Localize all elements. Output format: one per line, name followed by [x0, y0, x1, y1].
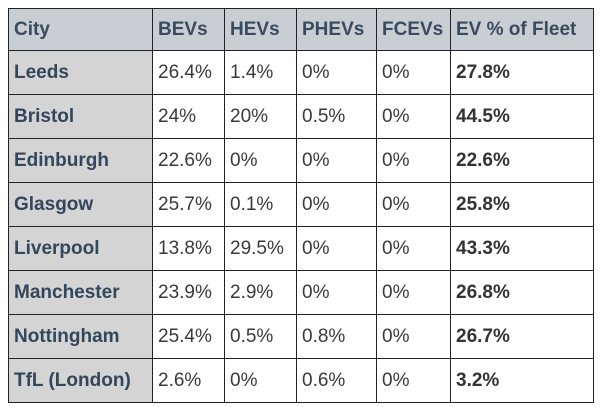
header-cell: BEVs: [152, 8, 225, 51]
data-cell: 1.4%: [224, 50, 297, 95]
data-cell: 0.5%: [296, 94, 377, 139]
data-cell: 13.8%: [152, 226, 225, 271]
data-cell: 0%: [376, 270, 451, 315]
data-cell: 0.1%: [224, 182, 297, 227]
city-cell: Leeds: [8, 50, 153, 95]
city-cell: Nottingham: [8, 314, 153, 359]
data-cell: 23.9%: [152, 270, 225, 315]
table-row: Nottingham 25.4% 0.5% 0.8% 0% 26.7%: [8, 314, 594, 359]
data-cell: 0%: [296, 270, 377, 315]
data-cell: 0%: [296, 226, 377, 271]
data-cell: 24%: [152, 94, 225, 139]
data-cell: 29.5%: [224, 226, 297, 271]
header-cell: PHEVs: [296, 8, 377, 51]
data-cell: 0.8%: [296, 314, 377, 359]
header-cell: FCEVs: [376, 8, 451, 51]
data-cell: 0%: [376, 94, 451, 139]
data-cell: 44.5%: [450, 94, 594, 139]
table-row: Edinburgh 22.6% 0% 0% 0% 22.6%: [8, 138, 594, 183]
table-row: Glasgow 25.7% 0.1% 0% 0% 25.8%: [8, 182, 594, 227]
city-cell: Bristol: [8, 94, 153, 139]
data-cell: 2.6%: [152, 358, 225, 403]
data-cell: 0%: [376, 138, 451, 183]
data-cell: 26.8%: [450, 270, 594, 315]
city-cell: Edinburgh: [8, 138, 153, 183]
data-cell: 0%: [376, 226, 451, 271]
data-cell: 22.6%: [450, 138, 594, 183]
data-cell: 0.5%: [224, 314, 297, 359]
table-row: Leeds 26.4% 1.4% 0% 0% 27.8%: [8, 50, 594, 95]
data-cell: 0%: [296, 138, 377, 183]
data-cell: 0%: [296, 182, 377, 227]
table-row: Liverpool 13.8% 29.5% 0% 0% 43.3%: [8, 226, 594, 271]
data-cell: 0%: [376, 182, 451, 227]
data-cell: 2.9%: [224, 270, 297, 315]
data-cell: 25.7%: [152, 182, 225, 227]
data-cell: 26.4%: [152, 50, 225, 95]
city-cell: Manchester: [8, 270, 153, 315]
city-cell: TfL (London): [8, 358, 153, 403]
data-cell: 0%: [376, 358, 451, 403]
data-cell: 25.4%: [152, 314, 225, 359]
data-cell: 0%: [296, 50, 377, 95]
ev-table: City BEVs HEVs PHEVs FCEVs EV % of Fleet Leed…: [8, 8, 594, 403]
header-cell: City: [8, 8, 153, 51]
header-cell: HEVs: [224, 8, 297, 51]
data-cell: 27.8%: [450, 50, 594, 95]
table-row: Manchester 23.9% 2.9% 0% 0% 26.8%: [8, 270, 594, 315]
data-cell: 3.2%: [450, 358, 594, 403]
data-cell: 43.3%: [450, 226, 594, 271]
data-cell: 20%: [224, 94, 297, 139]
data-cell: 0%: [224, 358, 297, 403]
data-cell: 0%: [224, 138, 297, 183]
data-cell: 0.6%: [296, 358, 377, 403]
data-cell: 25.8%: [450, 182, 594, 227]
data-cell: 26.7%: [450, 314, 594, 359]
data-cell: 22.6%: [152, 138, 225, 183]
table-row: Bristol 24% 20% 0.5% 0% 44.5%: [8, 94, 594, 139]
header-row: City BEVs HEVs PHEVs FCEVs EV % of Fleet: [8, 8, 594, 51]
data-cell: 0%: [376, 314, 451, 359]
header-cell: EV % of Fleet: [450, 8, 594, 51]
city-cell: Glasgow: [8, 182, 153, 227]
data-cell: 0%: [376, 50, 451, 95]
table-row: TfL (London) 2.6% 0% 0.6% 0% 3.2%: [8, 358, 594, 403]
table-body: Leeds 26.4% 1.4% 0% 0% 27.8% Bristol 24% 20% 0.5%…: [8, 50, 594, 403]
city-cell: Liverpool: [8, 226, 153, 271]
